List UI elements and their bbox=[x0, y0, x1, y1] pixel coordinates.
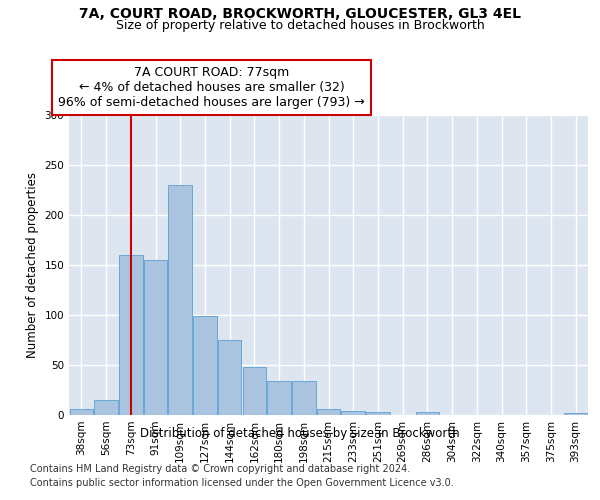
Bar bbox=[119, 255, 143, 415]
Bar bbox=[218, 340, 241, 415]
Text: Contains HM Land Registry data © Crown copyright and database right 2024.: Contains HM Land Registry data © Crown c… bbox=[30, 464, 410, 474]
Bar bbox=[144, 260, 167, 415]
Text: 7A COURT ROAD: 77sqm
← 4% of detached houses are smaller (32)
96% of semi-detach: 7A COURT ROAD: 77sqm ← 4% of detached ho… bbox=[58, 66, 365, 109]
Bar bbox=[292, 381, 316, 415]
Text: Size of property relative to detached houses in Brockworth: Size of property relative to detached ho… bbox=[116, 18, 484, 32]
Bar bbox=[94, 400, 118, 415]
Bar bbox=[416, 412, 439, 415]
Bar bbox=[366, 412, 389, 415]
Bar bbox=[564, 413, 587, 415]
Y-axis label: Number of detached properties: Number of detached properties bbox=[26, 172, 39, 358]
Bar bbox=[317, 409, 340, 415]
Text: 7A, COURT ROAD, BROCKWORTH, GLOUCESTER, GL3 4EL: 7A, COURT ROAD, BROCKWORTH, GLOUCESTER, … bbox=[79, 8, 521, 22]
Text: Distribution of detached houses by size in Brockworth: Distribution of detached houses by size … bbox=[140, 428, 460, 440]
Bar bbox=[70, 409, 93, 415]
Bar bbox=[242, 367, 266, 415]
Bar bbox=[193, 316, 217, 415]
Bar bbox=[169, 185, 192, 415]
Text: Contains public sector information licensed under the Open Government Licence v3: Contains public sector information licen… bbox=[30, 478, 454, 488]
Bar bbox=[341, 411, 365, 415]
Bar bbox=[268, 381, 291, 415]
